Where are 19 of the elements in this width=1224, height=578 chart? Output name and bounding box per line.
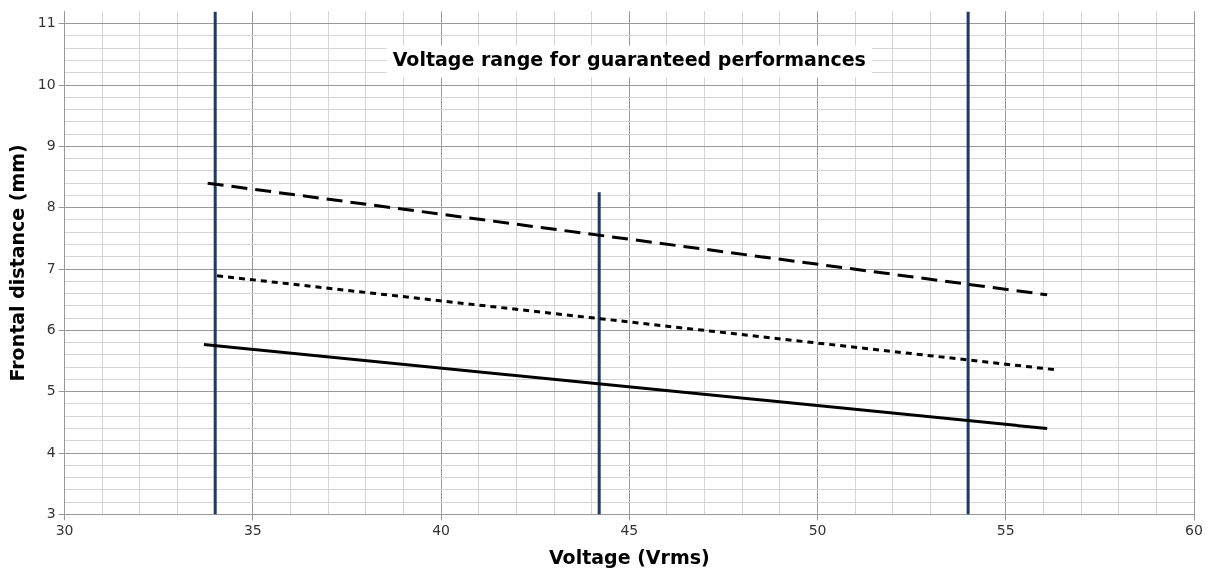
x-tick-label: 40 bbox=[432, 522, 450, 539]
x-tick-label: 35 bbox=[243, 522, 262, 539]
y-tick-label: 11 bbox=[37, 14, 56, 31]
x-tick-label: 50 bbox=[808, 522, 827, 539]
y-tick-label: 3 bbox=[46, 505, 56, 522]
y-axis-title: Frontal distance (mm) bbox=[6, 144, 29, 382]
y-tick-label: 5 bbox=[46, 382, 56, 399]
y-tick-label: 4 bbox=[46, 443, 56, 460]
x-axis-title: Voltage (Vrms) bbox=[548, 545, 710, 568]
y-tick-label: 8 bbox=[46, 198, 56, 215]
x-tick-label: 60 bbox=[1185, 522, 1203, 539]
y-tick-label: 6 bbox=[46, 321, 56, 338]
annotation: Voltage range for guaranteed performances bbox=[392, 48, 866, 71]
x-tick-label: 55 bbox=[996, 522, 1015, 539]
x-tick-label: 30 bbox=[55, 522, 74, 539]
y-tick-label: 7 bbox=[46, 259, 56, 276]
y-tick-label: 10 bbox=[37, 75, 56, 92]
x-tick-label: 45 bbox=[620, 522, 639, 539]
y-tick-label: 9 bbox=[46, 136, 56, 153]
